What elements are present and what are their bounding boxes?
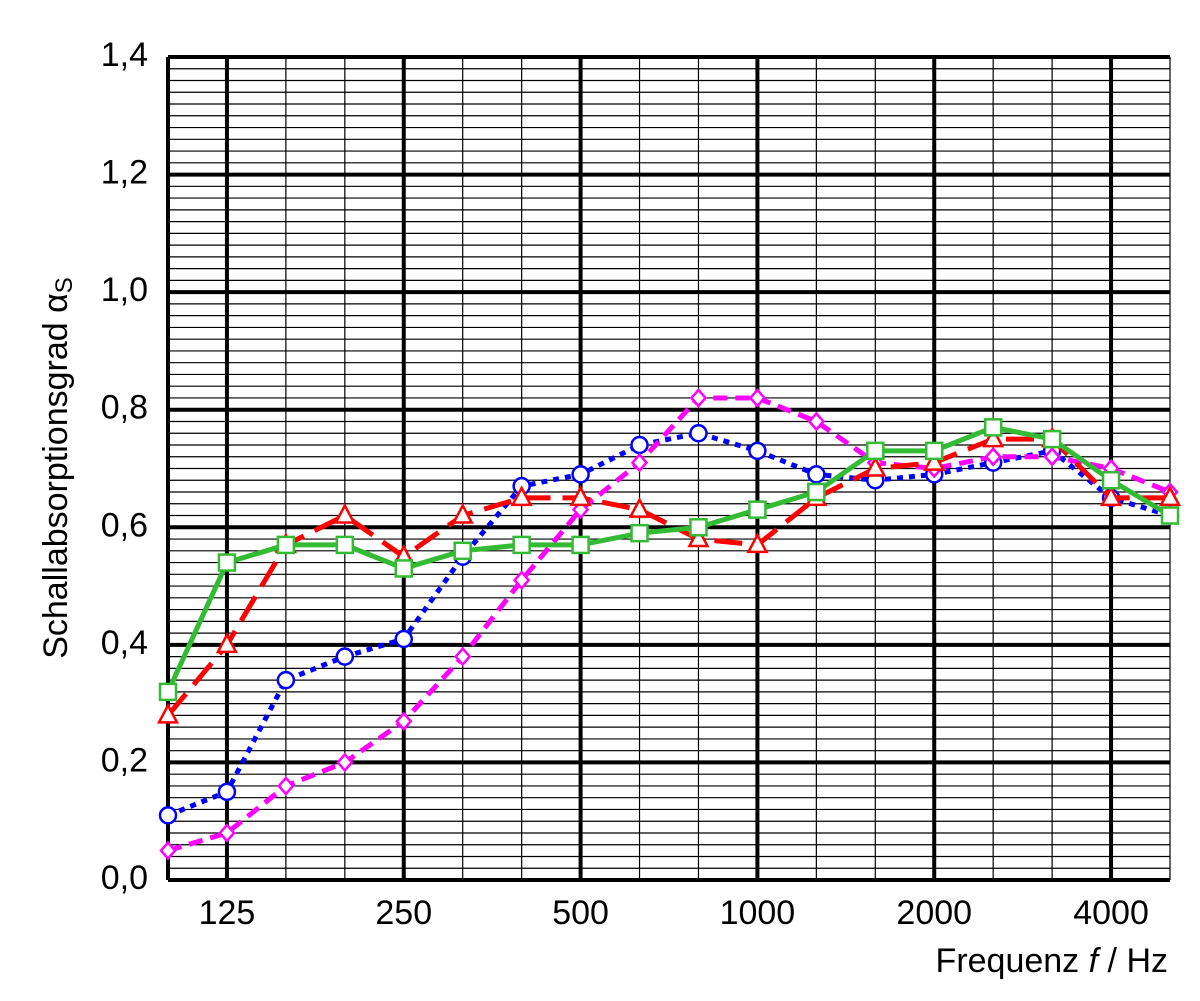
x-axis-label: Frequenz f / Hz bbox=[936, 942, 1168, 980]
marker bbox=[571, 465, 590, 484]
marker bbox=[984, 446, 1002, 467]
series-line bbox=[167, 430, 1171, 818]
y-tick-label: 1,0 bbox=[101, 271, 148, 309]
marker bbox=[453, 541, 472, 561]
marker bbox=[159, 840, 177, 861]
marker bbox=[807, 482, 826, 502]
marker bbox=[394, 629, 414, 649]
y-label-text: Schallabsorptionsgrad bbox=[37, 322, 75, 658]
marker bbox=[983, 418, 1003, 437]
marker bbox=[807, 411, 826, 432]
marker bbox=[336, 752, 354, 773]
marker bbox=[217, 782, 237, 802]
y-tick-label: 1,4 bbox=[101, 36, 148, 74]
marker bbox=[630, 452, 649, 473]
marker bbox=[864, 455, 887, 477]
y-tick-label: 0,6 bbox=[101, 506, 148, 544]
marker bbox=[571, 535, 590, 555]
marker bbox=[276, 670, 296, 690]
y-axis-label: Schallabsorptionsgrad αS bbox=[37, 277, 78, 659]
x-label-text: Frequenz bbox=[936, 942, 1080, 980]
marker bbox=[689, 423, 708, 443]
marker bbox=[866, 441, 885, 461]
y-tick-label: 0,4 bbox=[101, 624, 148, 662]
marker bbox=[746, 532, 769, 554]
marker bbox=[395, 711, 413, 732]
marker bbox=[451, 502, 474, 524]
marker bbox=[454, 646, 472, 667]
marker bbox=[748, 388, 767, 408]
series-line bbox=[166, 436, 1170, 718]
marker bbox=[569, 485, 592, 507]
marker bbox=[158, 682, 178, 702]
marker bbox=[335, 647, 355, 666]
marker bbox=[158, 806, 178, 825]
marker bbox=[333, 502, 356, 524]
y-label-subscript: S bbox=[51, 277, 78, 293]
marker bbox=[394, 559, 414, 578]
marker bbox=[748, 500, 767, 519]
marker bbox=[630, 523, 649, 543]
x-tick-label: 2000 bbox=[896, 894, 972, 932]
y-tick-label: 1,2 bbox=[101, 154, 148, 192]
marker bbox=[687, 526, 710, 548]
y-tick-label: 0,8 bbox=[101, 389, 148, 427]
marker bbox=[218, 823, 236, 843]
y-label-symbol: α bbox=[37, 293, 75, 313]
x-tick-label: 500 bbox=[552, 894, 609, 932]
marker bbox=[1099, 485, 1123, 507]
marker bbox=[1101, 471, 1121, 490]
x-tick-label: 250 bbox=[375, 894, 432, 932]
x-tick-label: 125 bbox=[199, 894, 256, 932]
y-tick-label: 0,0 bbox=[101, 859, 148, 897]
series-line bbox=[167, 395, 1171, 854]
y-tick-label: 0,2 bbox=[101, 741, 148, 779]
marker bbox=[807, 465, 826, 484]
marker bbox=[1158, 485, 1182, 507]
marker bbox=[156, 702, 180, 724]
marker bbox=[924, 441, 944, 461]
marker bbox=[748, 441, 767, 461]
marker bbox=[628, 496, 651, 518]
marker bbox=[510, 485, 533, 507]
x-label-symbol: f bbox=[1089, 942, 1102, 980]
x-tick-label: 1000 bbox=[720, 894, 796, 932]
series-line bbox=[165, 424, 1172, 693]
x-label-unit: / Hz bbox=[1108, 942, 1168, 980]
marker bbox=[277, 776, 295, 796]
marker bbox=[689, 518, 708, 537]
marker bbox=[512, 535, 531, 555]
marker bbox=[215, 632, 239, 654]
marker bbox=[1042, 429, 1062, 449]
marker bbox=[1043, 446, 1061, 467]
marker bbox=[923, 449, 946, 471]
marker bbox=[335, 535, 355, 555]
marker bbox=[689, 388, 708, 408]
x-tick-label: 4000 bbox=[1073, 894, 1149, 932]
marker bbox=[630, 435, 649, 455]
marker bbox=[276, 535, 296, 555]
marker bbox=[982, 426, 1005, 448]
marker bbox=[512, 570, 531, 591]
marker bbox=[217, 553, 237, 572]
marker bbox=[1160, 506, 1180, 525]
